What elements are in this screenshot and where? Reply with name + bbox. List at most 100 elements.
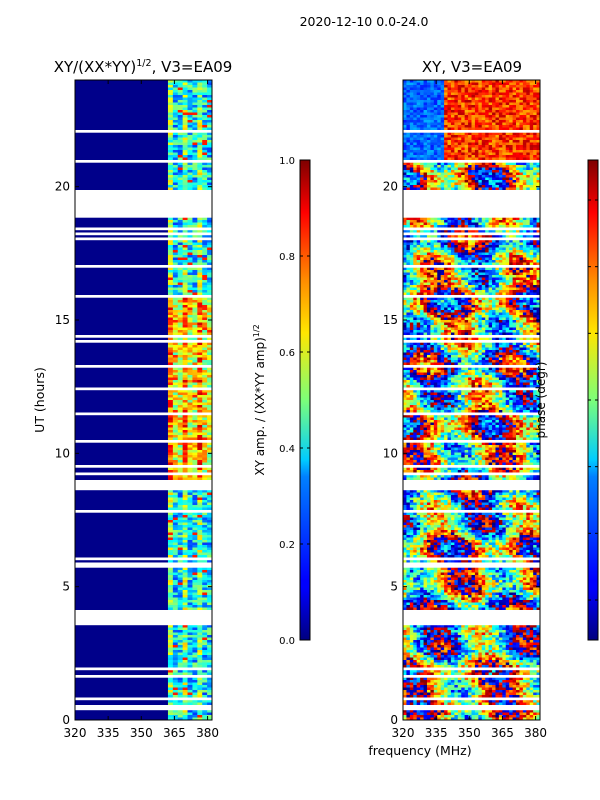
amplitude-cell (172, 320, 179, 323)
phase-cell (509, 167, 513, 171)
amplitude-cell (167, 432, 174, 436)
phase-cell (505, 167, 510, 171)
amplitude-cell (192, 602, 198, 606)
amplitude-cell (167, 142, 174, 146)
phase-cell (471, 97, 476, 101)
phase-cell (488, 185, 493, 188)
amplitude-cell (177, 545, 184, 548)
phase-cell (519, 100, 524, 103)
phase-cell (413, 132, 418, 136)
phase-cell (416, 307, 421, 311)
phase-cell (461, 150, 466, 153)
phase-cell (423, 135, 428, 138)
amplitude-cell (172, 185, 179, 188)
amplitude-cell (177, 125, 184, 128)
phase-cell (423, 110, 428, 113)
amplitude-cell (192, 357, 198, 361)
phase-cell (522, 235, 527, 238)
amplitude-cell (202, 442, 208, 446)
amplitude-cell (207, 405, 212, 408)
phase-cell (526, 90, 531, 93)
phase-cell (495, 180, 500, 183)
phase-cell (502, 97, 507, 101)
amplitude-cell (187, 337, 193, 341)
phase-cell (478, 145, 483, 148)
phase-cell (464, 292, 469, 296)
amplitude-cell (182, 315, 188, 318)
amplitude-cell (177, 432, 184, 436)
phase-cell (433, 270, 438, 273)
amplitude-cell (182, 115, 188, 118)
phase-cell (440, 255, 445, 258)
phase-cell (471, 180, 476, 183)
phase-cell (430, 217, 435, 221)
amplitude-cell (187, 550, 193, 553)
phase-cell (471, 142, 476, 146)
phase-cell (526, 112, 531, 116)
phase-cell (495, 300, 500, 303)
amplitude-cell (177, 580, 184, 583)
phase-cell (498, 307, 503, 311)
amplitude-cell (192, 95, 198, 98)
amplitude-cell (192, 180, 198, 183)
phase-cell (488, 80, 493, 83)
phase-cell (478, 135, 483, 138)
amplitude-cell (177, 292, 184, 296)
phase-cell (529, 142, 534, 146)
amplitude-cell (172, 637, 179, 641)
phase-cell (454, 180, 459, 183)
phase-cell (474, 135, 479, 138)
amplitude-cell (207, 377, 212, 381)
phase-cell (526, 85, 531, 88)
phase-cell (437, 97, 442, 101)
phase-cell (519, 137, 524, 141)
phase-cell (433, 110, 438, 113)
phase-cell (536, 240, 540, 243)
amplitude-cell (182, 457, 188, 461)
amplitude-cell (202, 220, 208, 223)
amplitude-cell (197, 695, 203, 698)
phase-cell (461, 230, 466, 233)
phase-cell (416, 287, 421, 291)
phase-cell (474, 275, 479, 278)
phase-cell (512, 97, 517, 101)
phase-cell (502, 127, 507, 131)
phase-cell (464, 217, 469, 221)
amplitude-cell (207, 315, 212, 318)
amplitude-cell (187, 417, 193, 421)
amplitude-cell (202, 152, 208, 156)
amplitude-cell (177, 670, 184, 673)
amplitude-cell (167, 652, 174, 656)
amplitude-cell (192, 625, 198, 628)
amplitude-cell (187, 145, 193, 148)
phase-cell (492, 95, 496, 98)
amplitude-cell (207, 157, 212, 161)
amplitude-cell (172, 142, 179, 146)
phase-cell (498, 282, 503, 286)
phase-cell (505, 107, 510, 111)
amplitude-cell (172, 432, 179, 436)
amplitude-cell (177, 397, 184, 401)
amplitude-cell (187, 595, 193, 598)
amplitude-cell (192, 370, 198, 373)
phase-cell (502, 225, 507, 228)
amplitude-cell (182, 322, 188, 326)
phase-cell (519, 165, 524, 168)
phase-cell (474, 252, 479, 256)
phase-cell (423, 112, 428, 116)
phase-cell (426, 87, 431, 91)
phase-cell (403, 240, 407, 243)
phase-cell (533, 82, 537, 86)
amplitude-cell (187, 100, 193, 103)
amplitude-cell (192, 185, 198, 188)
phase-cell (416, 140, 421, 143)
phase-cell (420, 132, 424, 136)
phase-cell (529, 112, 534, 116)
phase-cell (498, 87, 503, 91)
phase-cell (492, 112, 496, 116)
amplitude-cell (197, 337, 203, 341)
phase-cell (423, 80, 428, 83)
phase-cell (461, 85, 466, 88)
amplitude-cell (197, 677, 203, 681)
amplitude-cell (172, 525, 179, 528)
